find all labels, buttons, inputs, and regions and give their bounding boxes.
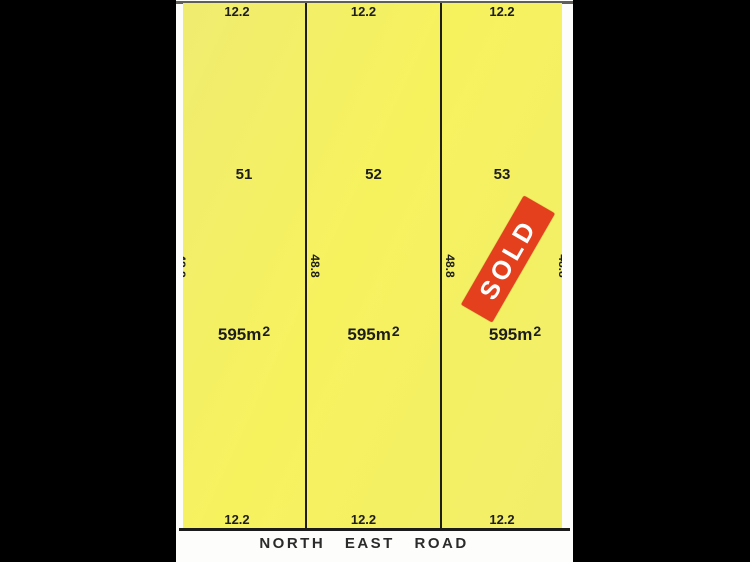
- lot-53-number: 53: [493, 166, 511, 183]
- lot-51-area-value: 595m: [217, 325, 262, 344]
- lot-51-area: 595m2: [183, 323, 305, 345]
- lot-52-frontage-dimension-bottom: 12.2: [350, 512, 377, 527]
- lot-53-area-exponent: 2: [533, 323, 542, 339]
- lot-51-area-exponent: 2: [262, 323, 271, 339]
- plan-page: 12.2 51 595m2 12.2 12.2 52 595m2 12.2 12…: [176, 0, 573, 562]
- letterbox-bar-right: [573, 0, 750, 562]
- boundary-line-52-53: [440, 3, 442, 529]
- subdivision-plan: 12.2 51 595m2 12.2 12.2 52 595m2 12.2 12…: [183, 3, 562, 529]
- lot-51-frontage-dimension: 12.2: [224, 4, 250, 19]
- plan-top-border-line: [176, 1, 573, 4]
- lot-52-number: 52: [365, 166, 382, 183]
- lot-52: 12.2 52 595m2 12.2: [307, 3, 440, 529]
- boundary-line-51-52: [305, 3, 307, 529]
- lot-52-area: 595m2: [307, 323, 440, 345]
- lot-51-frontage-dimension-bottom: 12.2: [224, 512, 250, 527]
- depth-dimension-left-partial: 48.8: [183, 254, 188, 278]
- lot-53-frontage-dimension: 12.2: [489, 4, 515, 19]
- lot-53-frontage-dimension-bottom: 12.2: [489, 512, 515, 527]
- road-boundary-line: [179, 528, 570, 531]
- lot-52-frontage-dimension: 12.2: [350, 4, 377, 19]
- lot-53-area: 595m2: [455, 323, 562, 345]
- depth-dimension-52-53: 48.8: [443, 254, 457, 278]
- letterbox-bar-left: [0, 0, 176, 562]
- depth-dimension-right-partial: 48.8: [556, 254, 562, 278]
- lot-51: 12.2 51 595m2 12.2: [183, 3, 305, 529]
- road-name-label: NORTH EAST ROAD: [259, 535, 469, 552]
- lot-52-area-value: 595m: [347, 325, 391, 344]
- lot-52-area-exponent: 2: [391, 323, 400, 339]
- depth-dimension-51-52: 48.8: [308, 254, 322, 278]
- lot-53: 12.2 53 595m2 12.2: [442, 3, 562, 529]
- lot-53-area-value: 595m: [488, 325, 533, 344]
- lot-51-number: 51: [235, 166, 253, 183]
